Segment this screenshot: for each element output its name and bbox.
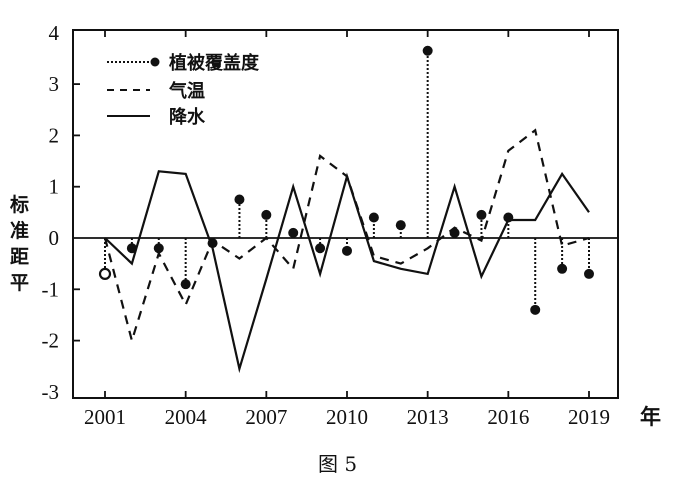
legend-label-temperature: 气温 (168, 80, 205, 102)
y-tick-label: -1 (42, 277, 60, 301)
x-tick-label: 2004 (165, 405, 208, 429)
vegetation-point (476, 209, 487, 220)
legend-label-precipitation: 降水 (169, 106, 206, 128)
y-tick-label: 0 (49, 226, 60, 250)
plot-frame (72, 29, 619, 399)
temperature-line (103, 128, 590, 345)
x-tick-label: 2019 (568, 405, 610, 429)
vegetation-point (98, 267, 112, 281)
y-axis-ticks: 4 3 2 1 0 -1 -2 -3 (42, 21, 80, 404)
y-tick-label: 4 (49, 21, 60, 45)
series-temperature (103, 128, 590, 345)
precipitation-line (104, 170, 590, 374)
vegetation-point (530, 304, 541, 315)
y-tick-label: -3 (42, 380, 60, 404)
vegetation-point (368, 212, 379, 223)
x-axis-ticks: 2001 2004 2007 2010 2013 2016 2019 (84, 30, 610, 429)
vegetation-point (126, 243, 137, 254)
x-tick-label: 2010 (326, 405, 368, 429)
legend-item-vegetation-cover: 植被覆盖度 (107, 52, 260, 74)
vegetation-point (395, 220, 406, 231)
vegetation-point (342, 245, 352, 256)
y-axis-label-char: 平 (10, 272, 29, 294)
vegetation-point (288, 227, 299, 238)
vegetation-point (557, 263, 568, 274)
vegetation-point (584, 268, 594, 279)
legend-label-vegetation-cover: 植被覆盖度 (169, 52, 260, 74)
y-axis-label-char: 距 (10, 246, 29, 268)
vegetation-point (234, 194, 245, 205)
vegetation-point (261, 209, 272, 220)
vegetation-point (180, 279, 191, 290)
figure-caption: 图 5 (318, 452, 357, 476)
y-tick-label: 2 (49, 123, 60, 147)
legend-item-temperature: 气温 (107, 80, 205, 102)
vegetation-point (315, 243, 326, 254)
chart-legend: 植被覆盖度 气温 降水 (107, 52, 260, 128)
y-tick-label: -2 (42, 329, 60, 353)
x-tick-label: 2016 (487, 405, 529, 429)
y-axis-label-char: 准 (10, 220, 29, 242)
series-vegetation-cover (98, 45, 594, 315)
legend-item-precipitation: 降水 (107, 106, 206, 128)
legend-dot-icon (150, 57, 160, 67)
series-precipitation (104, 170, 590, 374)
y-axis-label-char: 标 (10, 194, 29, 216)
y-axis-label: 标 准 距 平 (10, 194, 29, 294)
y-tick-label: 1 (49, 175, 60, 199)
x-tick-label: 2001 (84, 405, 126, 429)
x-axis-label: 年 (640, 405, 661, 429)
x-tick-label: 2013 (407, 405, 449, 429)
vegetation-point (422, 45, 433, 56)
x-tick-label: 2007 (245, 405, 287, 429)
y-tick-label: 3 (49, 72, 60, 96)
vegetation-point (153, 243, 164, 254)
